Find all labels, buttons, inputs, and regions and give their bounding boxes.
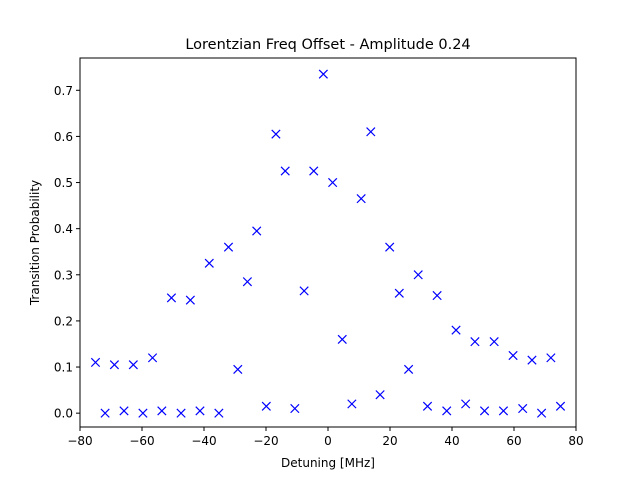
data-point: [214, 408, 224, 418]
data-point: [157, 406, 167, 416]
data-point: [128, 360, 138, 370]
data-point: [479, 406, 490, 416]
data-point: [233, 364, 243, 374]
data-point: [337, 334, 347, 344]
y-tick-label: 0.0: [54, 407, 73, 421]
y-tick-label: 0.6: [54, 130, 73, 144]
data-point: [546, 353, 556, 363]
y-tick-label: 0.3: [54, 268, 73, 282]
y-tick-label: 0.7: [54, 84, 73, 98]
data-point: [451, 325, 461, 335]
data-point: [432, 290, 442, 301]
x-tick-label: −40: [191, 434, 216, 448]
y-tick-label: 0.4: [54, 222, 73, 236]
data-point: [422, 401, 433, 411]
y-tick-label: 0.2: [54, 314, 73, 328]
data-point: [318, 69, 328, 79]
data-point: [309, 166, 319, 176]
data-point: [185, 295, 195, 305]
data-point: [204, 258, 214, 268]
x-tick-label: 40: [444, 434, 459, 448]
plot-frame: [79, 57, 577, 428]
data-point: [489, 337, 499, 347]
x-tick-label: 60: [506, 434, 521, 448]
data-point: [470, 337, 480, 347]
x-axis-label: Detuning [MHz]: [281, 456, 375, 470]
data-point: [442, 406, 452, 416]
y-tick-label: 0.1: [54, 361, 73, 375]
data-point: [403, 364, 414, 374]
x-tick-label: 80: [568, 434, 583, 448]
y-axis-label: Transition Probability: [28, 180, 42, 306]
data-point: [147, 353, 158, 363]
data-point: [242, 277, 253, 287]
data-point: [527, 355, 537, 365]
data-point: [166, 293, 177, 303]
data-point: [138, 408, 148, 418]
data-point: [356, 194, 366, 204]
y-axis: 0.0 0.1 0.2 0.3 0.4 0.5 0.6 0.7: [54, 84, 80, 421]
data-point: [109, 360, 120, 370]
data-point: [461, 399, 471, 409]
data-point: [252, 226, 262, 236]
x-tick-label: 0: [324, 434, 332, 448]
data-point: [280, 166, 290, 176]
data-point: [271, 129, 281, 139]
x-tick-label: −20: [253, 434, 278, 448]
y-tick-label: 0.5: [54, 176, 73, 190]
data-point: [508, 350, 518, 361]
data-point: [119, 406, 129, 416]
data-point: [176, 408, 186, 418]
data-point: [328, 177, 338, 188]
data-point: [385, 242, 395, 252]
data-point: [394, 288, 404, 298]
data-point: [536, 408, 547, 418]
data-point: [375, 390, 385, 400]
data-point: [366, 127, 376, 137]
data-markers: [90, 69, 566, 418]
data-point: [498, 406, 509, 416]
x-tick-label: 20: [382, 434, 397, 448]
data-point: [290, 403, 300, 414]
data-point: [223, 242, 234, 252]
data-point: [195, 406, 205, 416]
data-point: [413, 270, 423, 280]
data-point: [100, 408, 110, 418]
data-point: [518, 403, 528, 414]
x-axis: −80 −60 −40 −20 0 20 40 60 80: [67, 427, 584, 448]
x-tick-label: −80: [67, 434, 92, 448]
data-point: [261, 401, 271, 411]
plot-area: [79, 57, 577, 428]
x-tick-label: −60: [129, 434, 154, 448]
data-point: [347, 399, 357, 409]
data-point: [555, 401, 566, 411]
data-point: [299, 286, 309, 296]
data-point: [90, 357, 101, 368]
chart-title: Lorentzian Freq Offset - Amplitude 0.24: [185, 37, 470, 53]
